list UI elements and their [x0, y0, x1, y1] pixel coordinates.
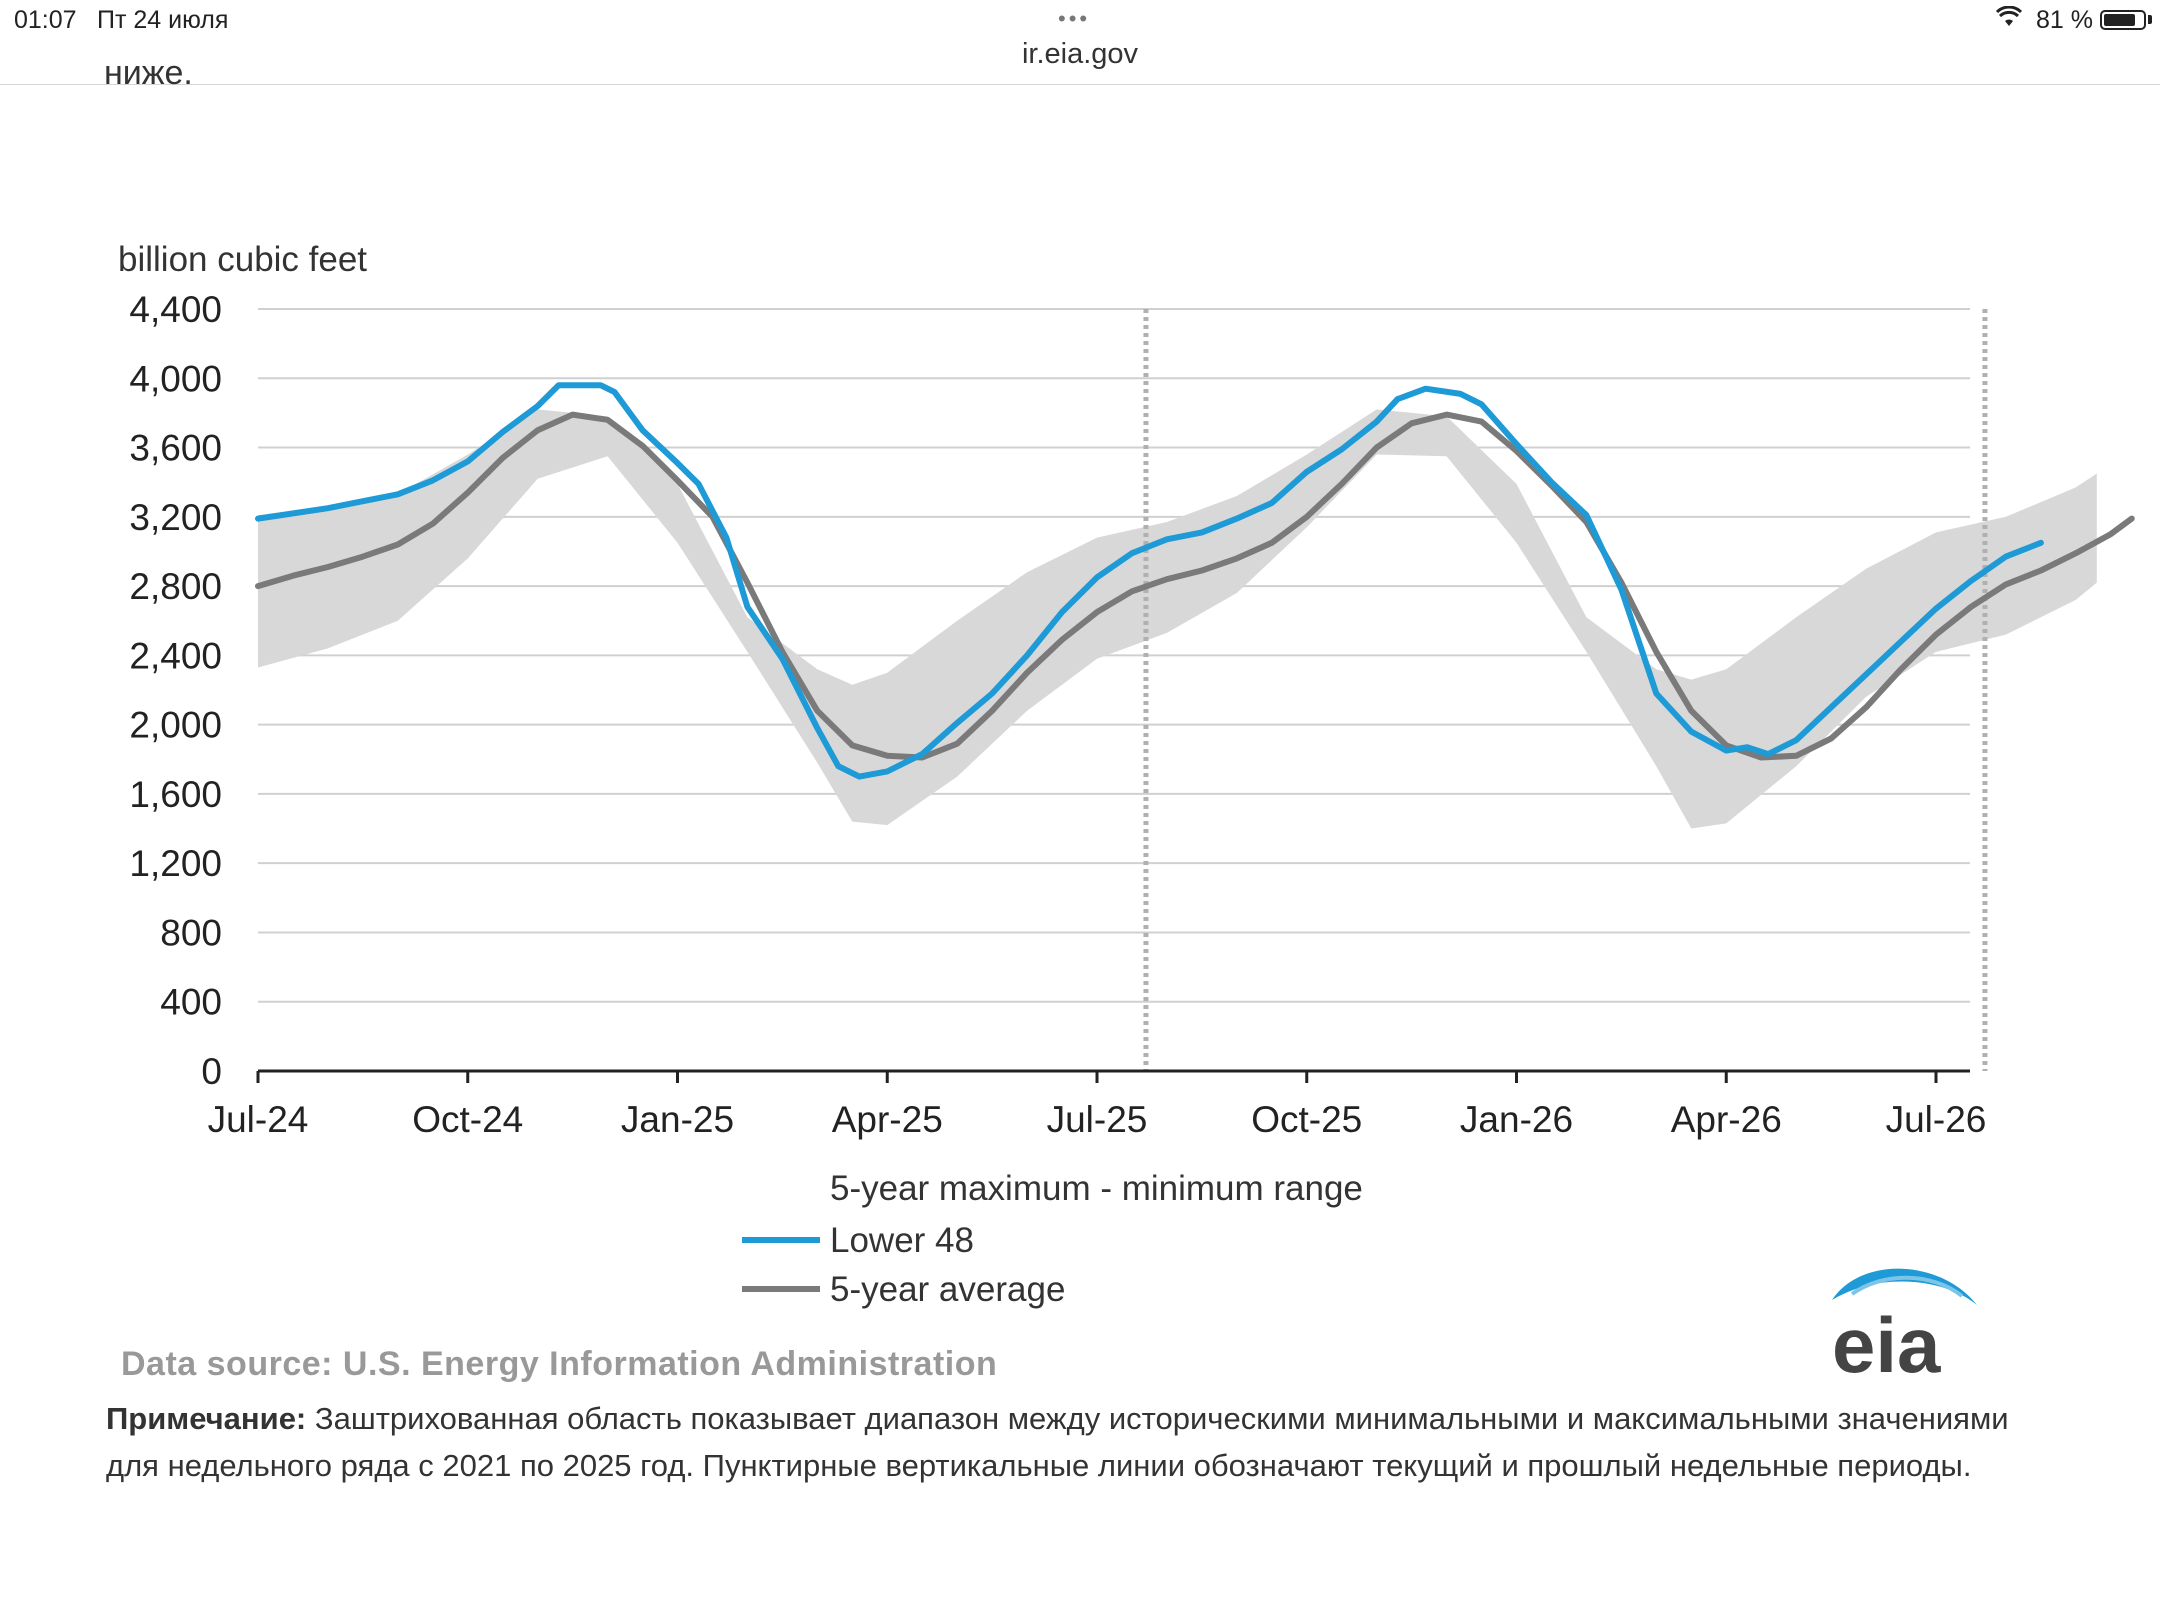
chart-legend: 5-year maximum - minimum range Lower 48 …	[742, 1169, 1363, 1309]
legend-average-label: 5-year average	[830, 1270, 1065, 1309]
y-axis-label: billion cubic feet	[118, 240, 367, 279]
wifi-icon	[1996, 6, 2022, 26]
x-tick-label: Oct-25	[1251, 1099, 1362, 1140]
chart-grid	[258, 308, 1970, 1003]
chart-vertical-lines	[1143, 309, 1988, 1071]
battery-percent: 81 %	[2036, 6, 2093, 34]
chart-band-layer	[258, 409, 2097, 829]
note-text: Заштрихованная область показывает диапаз…	[106, 1401, 2009, 1483]
y-tick-label: 2,800	[129, 566, 222, 607]
data-source: Data source: U.S. Energy Information Adm…	[121, 1345, 998, 1383]
x-tick-label: Oct-24	[412, 1099, 523, 1140]
y-tick-label: 800	[160, 912, 222, 953]
five-year-average-line	[255, 411, 2135, 761]
eia-logo-text: eia	[1832, 1301, 1941, 1380]
y-tick-label: 400	[160, 982, 222, 1023]
url-bar[interactable]: ir.eia.gov	[1021, 38, 1139, 70]
partial-paragraph: ниже.	[104, 54, 193, 92]
status-time: 01:07	[14, 6, 77, 34]
y-tick-label: 2,400	[129, 635, 222, 676]
note-paragraph: Примечание: Заштрихованная область показ…	[106, 1395, 2026, 1489]
chart-line-layer	[255, 382, 2135, 780]
y-tick-label: 3,600	[129, 428, 222, 469]
y-tick-label: 1,600	[129, 774, 222, 815]
legend-band-label: 5-year maximum - minimum range	[830, 1169, 1363, 1208]
y-tick-label: 0	[201, 1051, 222, 1092]
y-tick-label: 3,200	[129, 497, 222, 538]
battery-level	[2104, 14, 2135, 26]
y-tick-label: 4,400	[129, 289, 222, 330]
legend-lower48-label: Lower 48	[830, 1221, 974, 1260]
multitasking-dots-icon[interactable]: •••	[1058, 6, 1091, 31]
eia-logo: eia	[1832, 1268, 1977, 1380]
y-tick-label: 4,000	[129, 358, 222, 399]
battery-tip	[2148, 15, 2152, 24]
y-tick-label: 2,000	[129, 705, 222, 746]
lower48-line	[255, 382, 2044, 780]
status-bar: 01:07 Пт 24 июля ••• 81 %	[0, 0, 2160, 40]
x-tick-label: Jul-25	[1047, 1099, 1148, 1140]
x-tick-label: Jul-24	[208, 1099, 309, 1140]
chart-axis: 0 400 800 1,200 1,600 2,000 2,400 2,800 3,200 3,6…	[129, 289, 1986, 1140]
status-date: Пт 24 июля	[97, 6, 229, 34]
x-tick-label: Apr-26	[1671, 1099, 1782, 1140]
battery-icon	[2100, 10, 2146, 30]
x-tick-label: Jul-26	[1886, 1099, 1987, 1140]
url-separator	[0, 84, 2160, 85]
note-label: Примечание:	[106, 1401, 307, 1436]
y-tick-label: 1,200	[129, 843, 222, 884]
x-tick-label: Apr-25	[832, 1099, 943, 1140]
x-tick-label: Jan-26	[1460, 1099, 1573, 1140]
range-band	[258, 409, 2097, 829]
x-tick-label: Jan-25	[621, 1099, 734, 1140]
